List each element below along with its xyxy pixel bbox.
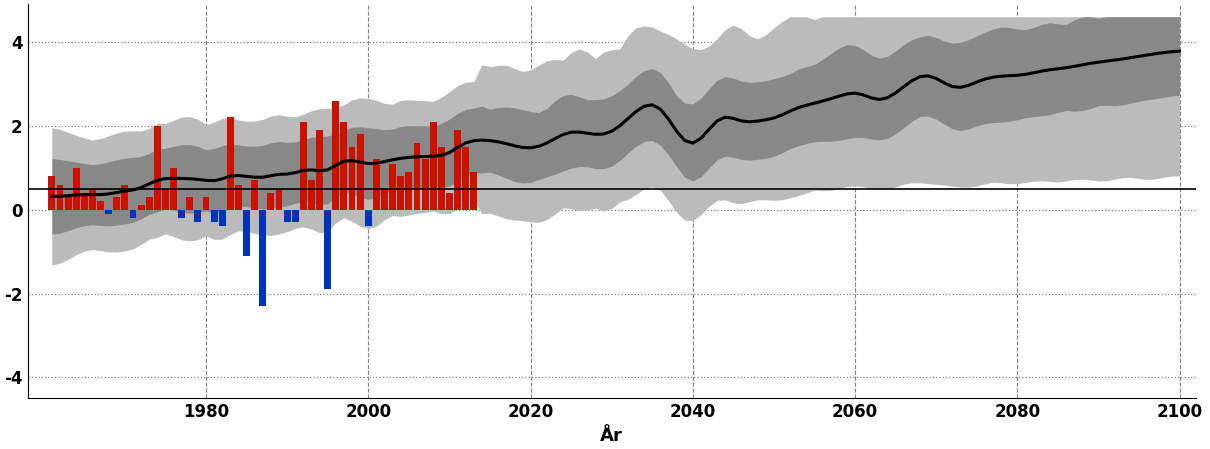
Bar [57,185,63,210]
Bar [129,210,137,218]
Bar [48,176,56,210]
Bar [438,147,445,210]
Bar [227,117,234,210]
Bar [276,189,282,210]
Bar [178,210,185,218]
Bar [300,122,307,210]
Bar [73,168,80,210]
Bar [162,189,169,210]
Bar [114,197,120,210]
Bar [171,168,177,210]
Bar [357,134,364,210]
Bar [446,193,453,210]
Bar [373,159,380,210]
Bar [267,193,275,210]
Bar [145,197,152,210]
Bar [105,210,113,214]
Bar [365,210,371,226]
Bar [259,210,266,306]
Bar [81,193,88,210]
Bar [397,176,404,210]
Bar [381,189,388,210]
Bar [154,126,161,210]
Bar [421,159,428,210]
Bar [390,163,396,210]
Bar [283,210,290,222]
Bar [471,172,477,210]
Bar [316,130,323,210]
Bar [252,180,258,210]
Bar [324,210,332,289]
Bar [211,210,218,222]
Bar [309,180,315,210]
Bar [219,210,226,226]
Bar [348,147,356,210]
Bar [90,189,96,210]
X-axis label: År: År [600,427,623,445]
Bar [243,210,250,256]
Bar [97,201,104,210]
Bar [430,122,437,210]
Bar [340,122,347,210]
Bar [121,185,128,210]
Bar [64,197,71,210]
Bar [235,185,242,210]
Bar [202,197,209,210]
Bar [462,147,469,210]
Bar [454,130,461,210]
Bar [138,206,144,210]
Bar [405,172,413,210]
Bar [333,101,339,210]
Bar [186,197,194,210]
Bar [414,143,420,210]
Bar [292,210,299,222]
Bar [195,210,201,222]
